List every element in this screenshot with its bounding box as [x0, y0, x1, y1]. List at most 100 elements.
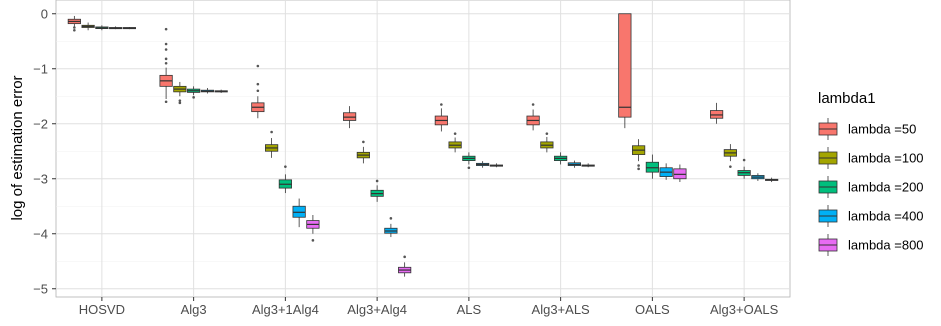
x-tick-label: Alg3+ALS: [532, 302, 591, 317]
box-group: [200, 88, 214, 94]
box-group: [306, 215, 320, 242]
outlier-point: [729, 165, 732, 168]
outlier-point: [440, 103, 443, 106]
x-tick-label: ALS: [457, 302, 482, 317]
x-tick-label: HOSVD: [79, 302, 125, 317]
box-group: [526, 103, 540, 131]
box-group: [214, 89, 228, 93]
outlier-point: [256, 82, 260, 86]
outlier-point: [164, 100, 168, 104]
outlier-point: [403, 255, 406, 259]
outlier-point: [531, 103, 535, 106]
outlier-point: [178, 99, 182, 102]
outlier-point: [453, 132, 457, 135]
y-tick-label: 0: [41, 6, 48, 21]
outlier-point: [545, 132, 549, 135]
box-group: [67, 15, 81, 32]
outlier-point: [467, 166, 471, 170]
box-group: [659, 163, 673, 180]
outlier-point: [164, 42, 168, 46]
box-group: [462, 152, 476, 170]
outlier-point: [256, 89, 260, 93]
outlier-point: [742, 158, 746, 162]
box-group: [265, 130, 279, 158]
box-group: [632, 139, 646, 171]
box-group: [343, 106, 357, 129]
legend-entry: lambda =100: [818, 147, 924, 169]
legend-entry: lambda =200: [818, 176, 924, 198]
box-group: [81, 22, 95, 31]
outlier-point: [73, 28, 76, 32]
x-tick-label: Alg3+OALS: [710, 302, 779, 317]
box-group: [751, 173, 765, 181]
outlier-point: [256, 64, 260, 68]
box-group: [645, 154, 659, 179]
y-tick-label: −2: [33, 116, 48, 131]
box-group: [476, 161, 490, 168]
outlier-point: [192, 96, 195, 99]
legend-entry: lambda =50: [818, 118, 916, 140]
outlier-point: [389, 217, 393, 220]
outlier-point: [164, 27, 168, 31]
box-group: [618, 13, 632, 129]
box-group: [489, 163, 503, 168]
box-group: [673, 164, 687, 183]
outlier-point: [164, 61, 168, 65]
box-group: [384, 217, 398, 238]
outlier-point: [73, 26, 76, 29]
outlier-point: [164, 57, 168, 61]
legend-title: lambda1: [818, 90, 876, 107]
outlier-point: [284, 165, 287, 168]
outlier-point: [637, 164, 640, 167]
box-group: [710, 102, 724, 124]
boxes: [67, 13, 779, 277]
legend-entry: lambda =800: [818, 234, 924, 256]
plot-panel: [55, 0, 791, 298]
box-group: [278, 165, 292, 194]
legend-label: lambda =400: [848, 209, 924, 224]
box: [618, 13, 632, 118]
outlier-point: [311, 239, 315, 242]
box-group: [398, 255, 412, 277]
outlier-point: [270, 130, 273, 134]
legend-label: lambda =100: [848, 151, 924, 166]
box-group: [448, 132, 462, 153]
outlier-point: [375, 179, 379, 183]
y-axis: 0 −1 −2 −3 −4 −5: [33, 6, 56, 296]
box-group: [567, 160, 581, 168]
box-group: [95, 25, 109, 31]
box-group: [370, 179, 384, 202]
grid-lines: [56, 0, 790, 297]
box-group: [581, 163, 595, 168]
box-group: [737, 158, 751, 179]
legend-label: lambda =50: [848, 122, 916, 137]
x-tick-label: Alg3: [181, 302, 207, 317]
legend-label: lambda =800: [848, 238, 924, 253]
y-axis-title: log of estimation error: [9, 75, 26, 220]
x-tick-label: Alg3+1Alg4: [252, 302, 319, 317]
outlier-point: [164, 48, 168, 51]
box-group: [187, 86, 201, 99]
x-tick-label: OALS: [635, 302, 670, 317]
legend-entry: lambda =400: [818, 205, 924, 227]
x-axis: HOSVD Alg3 Alg3+1Alg4 Alg3+Alg4 ALS Alg3+ALS O…: [79, 297, 779, 317]
box-group: [159, 27, 173, 104]
x-tick-label: Alg3+Alg4: [347, 302, 407, 317]
box-group: [765, 177, 779, 183]
box-group: [723, 144, 737, 168]
y-tick-label: −1: [33, 61, 48, 76]
box-group: [173, 81, 187, 105]
outlier-point: [637, 167, 640, 171]
box-group: [251, 64, 265, 119]
box-group: [554, 152, 568, 165]
box-group: [109, 26, 123, 30]
y-tick-label: −3: [33, 171, 48, 186]
y-tick-label: −4: [33, 226, 48, 241]
box-group: [540, 132, 554, 153]
y-tick-label: −5: [33, 281, 48, 296]
box-group: [434, 103, 448, 132]
outlier-point: [362, 140, 365, 144]
box-group: [122, 26, 136, 30]
legend-label: lambda =200: [848, 180, 924, 195]
